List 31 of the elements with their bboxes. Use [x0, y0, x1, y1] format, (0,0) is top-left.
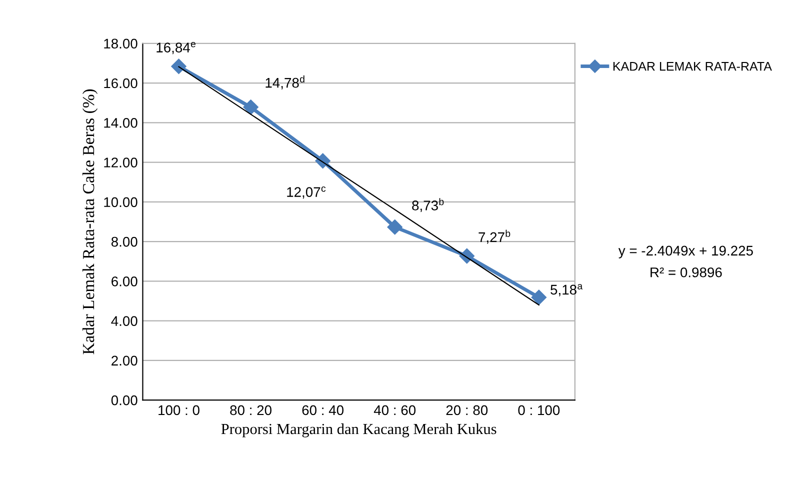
- text: y = -2.4049x + 19.225: [618, 246, 753, 258]
- y-axis-title: Kadar Lemak Rata-rata Cake Beras (%): [82, 89, 98, 354]
- y-tick-label: 8.00: [111, 236, 138, 247]
- point: [387, 220, 402, 235]
- x-tick-label: 100 : 0: [158, 405, 200, 416]
- data-label: 16,84$^{e}$: [156, 42, 196, 54]
- legend-label: KADAR LEMAK RATA-RATA: [613, 62, 772, 71]
- y-tick-label: 4.00: [111, 316, 138, 326]
- point: [531, 290, 546, 305]
- text: R² = 0.9896: [650, 267, 722, 278]
- data-label: 8,73$^{b}$: [412, 198, 444, 212]
- data-label: 5,18$^{a}$: [550, 284, 583, 296]
- y-tick-label: 18.00: [104, 38, 138, 49]
- y-tick-label: 10.00: [104, 197, 138, 208]
- data-label: 12,07$^{c}$: [287, 186, 326, 199]
- x-axis-title: Proporsi Margarin dan Kacang Merah Kukus: [221, 423, 496, 438]
- y-tick-label: 2.00: [112, 356, 138, 366]
- y-tick-label: 0.00: [111, 395, 138, 406]
- x-tick-label: 0 : 100: [518, 405, 560, 416]
- x-tick-label: 60 : 40: [302, 405, 344, 416]
- y-tick-label: 16.00: [104, 78, 138, 88]
- point: [243, 100, 258, 115]
- x-tick-label: 20 : 80: [446, 405, 488, 416]
- data-label: 7,27$^{b}$: [478, 230, 510, 244]
- x-tick-label: 80 : 20: [230, 405, 272, 416]
- y-tick-label: 6.00: [112, 276, 138, 286]
- y-tick-label: 12.00: [104, 158, 138, 168]
- point: [171, 58, 186, 74]
- y-tick-label: 14.00: [104, 118, 138, 128]
- data-label: 14,78$^{d}$: [266, 75, 304, 90]
- x-tick-label: 40 : 60: [374, 405, 416, 416]
